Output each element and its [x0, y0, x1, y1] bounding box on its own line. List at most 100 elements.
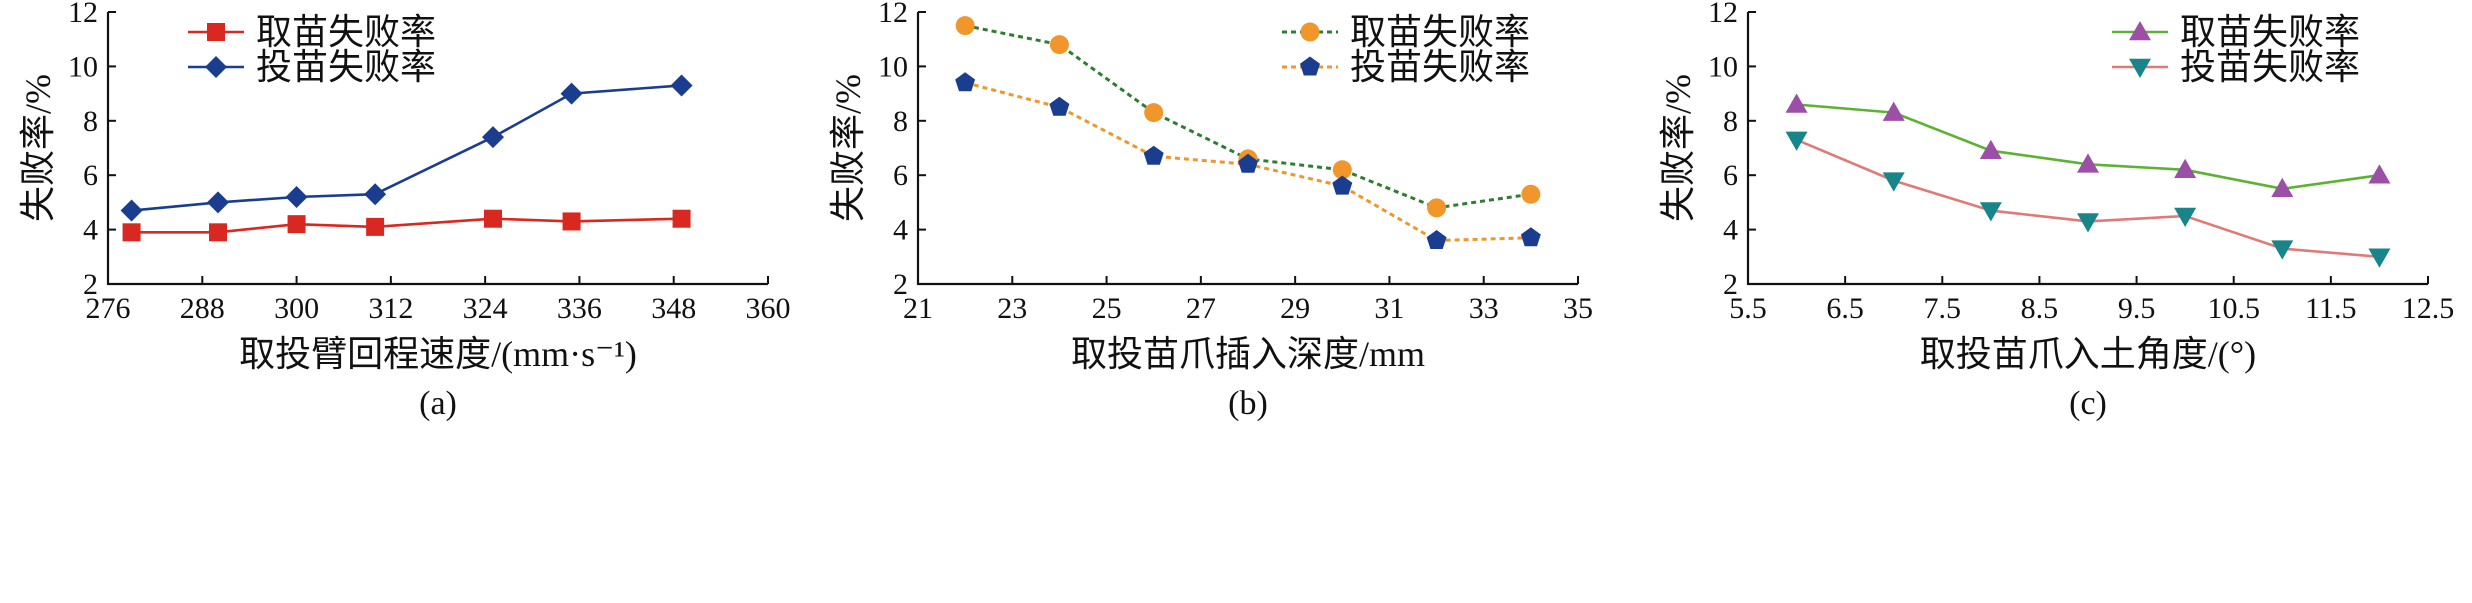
x-tick-label: 288: [180, 292, 225, 325]
data-point: [1049, 96, 1070, 116]
data-point: [560, 82, 583, 105]
data-point: [2271, 240, 2294, 260]
data-point: [2174, 158, 2197, 179]
data-point: [1979, 202, 2002, 222]
series-1: [122, 209, 691, 242]
y-tick-label: 2: [83, 268, 98, 301]
y-tick-label: 6: [1723, 159, 1738, 192]
x-tick-label: 35: [1563, 292, 1593, 325]
y-tick-label: 12: [878, 0, 908, 29]
data-point: [122, 223, 141, 242]
y-tick-label: 10: [878, 50, 908, 83]
x-tick-label: 5.5: [1729, 292, 1767, 325]
data-point: [1332, 175, 1353, 195]
data-point: [1238, 153, 1258, 173]
data-point: [1427, 198, 1447, 218]
x-axis-title: 取投苗爪入土角度/(°): [1920, 334, 2256, 374]
x-axis-title: 取投苗爪插入深度/mm: [1071, 334, 1425, 374]
x-axis-title: 取投臂回程速度/(mm·s⁻¹): [239, 334, 637, 374]
legend-entry: 投苗失败率: [2112, 47, 2360, 87]
chart-panel-2: 21 23 25 27 29 31 33 35 2 4 6 8 10 12 取投苗爪插入深度/mm 失败率/%…: [828, 0, 1593, 422]
legend-label: 投苗失败率: [1350, 47, 1530, 87]
x-tick-label: 33: [1469, 292, 1499, 325]
x-tick-label: 324: [463, 292, 508, 325]
data-point: [120, 199, 143, 222]
data-point: [1882, 101, 1905, 121]
y-tick-label: 8: [1723, 105, 1738, 138]
legend-marker: [1300, 22, 1320, 42]
x-tick-label: 12.5: [2402, 292, 2455, 325]
series-2: [1785, 131, 2391, 268]
x-tick-label: 360: [746, 292, 791, 325]
x-tick-label: 336: [557, 292, 602, 325]
x-tick-label: 312: [368, 292, 413, 325]
axis-lines: [106, 12, 768, 286]
legend-entry: 投苗失败率: [1282, 47, 1530, 87]
chart-panel-1: 276 288 300 312 324 336 348 360 2 4 6 8 10 12 取投臂回程速度/…: [18, 0, 791, 422]
y-tick-label: 4: [1723, 214, 1738, 247]
x-tick-label: 25: [1092, 292, 1122, 325]
series-2: [120, 74, 693, 222]
y-axis-title: 失败率/%: [18, 74, 58, 222]
y-tick-label: 6: [83, 159, 98, 192]
data-point: [2368, 164, 2391, 184]
series-1: [1785, 93, 2391, 198]
x-tick-label: 31: [1374, 292, 1404, 325]
legend-marker: [205, 56, 227, 78]
legend-entry: 取苗失败率: [2112, 12, 2360, 52]
data-point: [1521, 184, 1541, 204]
data-point: [562, 212, 581, 231]
data-point: [364, 183, 387, 206]
data-point: [2271, 177, 2294, 198]
series-line: [131, 84, 682, 212]
data-point: [482, 126, 504, 149]
legend-marker: [2129, 58, 2151, 78]
data-point: [366, 217, 385, 236]
y-tick-label: 10: [1708, 50, 1738, 83]
legend-label: 取苗失败率: [1350, 12, 1530, 52]
data-point: [2077, 213, 2099, 233]
data-point: [1979, 139, 2002, 159]
legend-marker: [1300, 56, 1320, 76]
y-tick-label: 12: [1708, 0, 1738, 29]
data-point: [1785, 131, 1808, 151]
data-point: [287, 215, 306, 234]
x-tick-label: 348: [651, 292, 696, 325]
data-point: [2077, 153, 2099, 173]
data-point: [209, 223, 227, 242]
chart-panel-3: 5.5 6.5 7.5 8.5 9.5 10.5 11.5 12.5 2 4 6 8 10 12 取投苗爪入…: [1658, 0, 2454, 422]
legend-label: 取苗失败率: [2180, 12, 2360, 52]
panel-label: (a): [419, 385, 457, 422]
data-point: [955, 72, 976, 92]
data-point: [207, 191, 229, 214]
y-axis-title: 失败率/%: [1658, 74, 1698, 222]
data-point: [2368, 248, 2391, 268]
x-tick-label: 10.5: [2207, 292, 2260, 325]
x-tick-label: 9.5: [2118, 292, 2156, 325]
legend-entry: 投苗失败率: [188, 47, 436, 87]
data-point: [2174, 207, 2197, 227]
legend-entry: 取苗失败率: [188, 12, 436, 52]
x-tick-label: 21: [903, 292, 933, 325]
data-point: [1785, 93, 1808, 113]
legend-entry: 取苗失败率: [1282, 12, 1530, 52]
y-tick-label: 4: [83, 214, 98, 247]
y-tick-label: 8: [83, 105, 98, 138]
y-tick-label: 2: [893, 268, 908, 301]
x-tick-label: 23: [997, 292, 1027, 325]
legend-marker: [207, 23, 225, 41]
y-tick-label: 4: [893, 214, 908, 247]
y-tick-label: 2: [1723, 268, 1738, 301]
x-tick-label: 8.5: [2021, 292, 2059, 325]
data-point: [670, 74, 693, 97]
data-point: [1882, 172, 1905, 192]
data-point: [1332, 160, 1352, 180]
x-tick-label: 276: [86, 292, 131, 325]
data-point: [1143, 145, 1164, 165]
data-point: [1049, 35, 1069, 55]
data-point: [672, 209, 691, 228]
data-point: [484, 209, 502, 228]
x-tick-label: 29: [1280, 292, 1310, 325]
data-point: [285, 185, 308, 208]
data-point: [1144, 103, 1164, 123]
